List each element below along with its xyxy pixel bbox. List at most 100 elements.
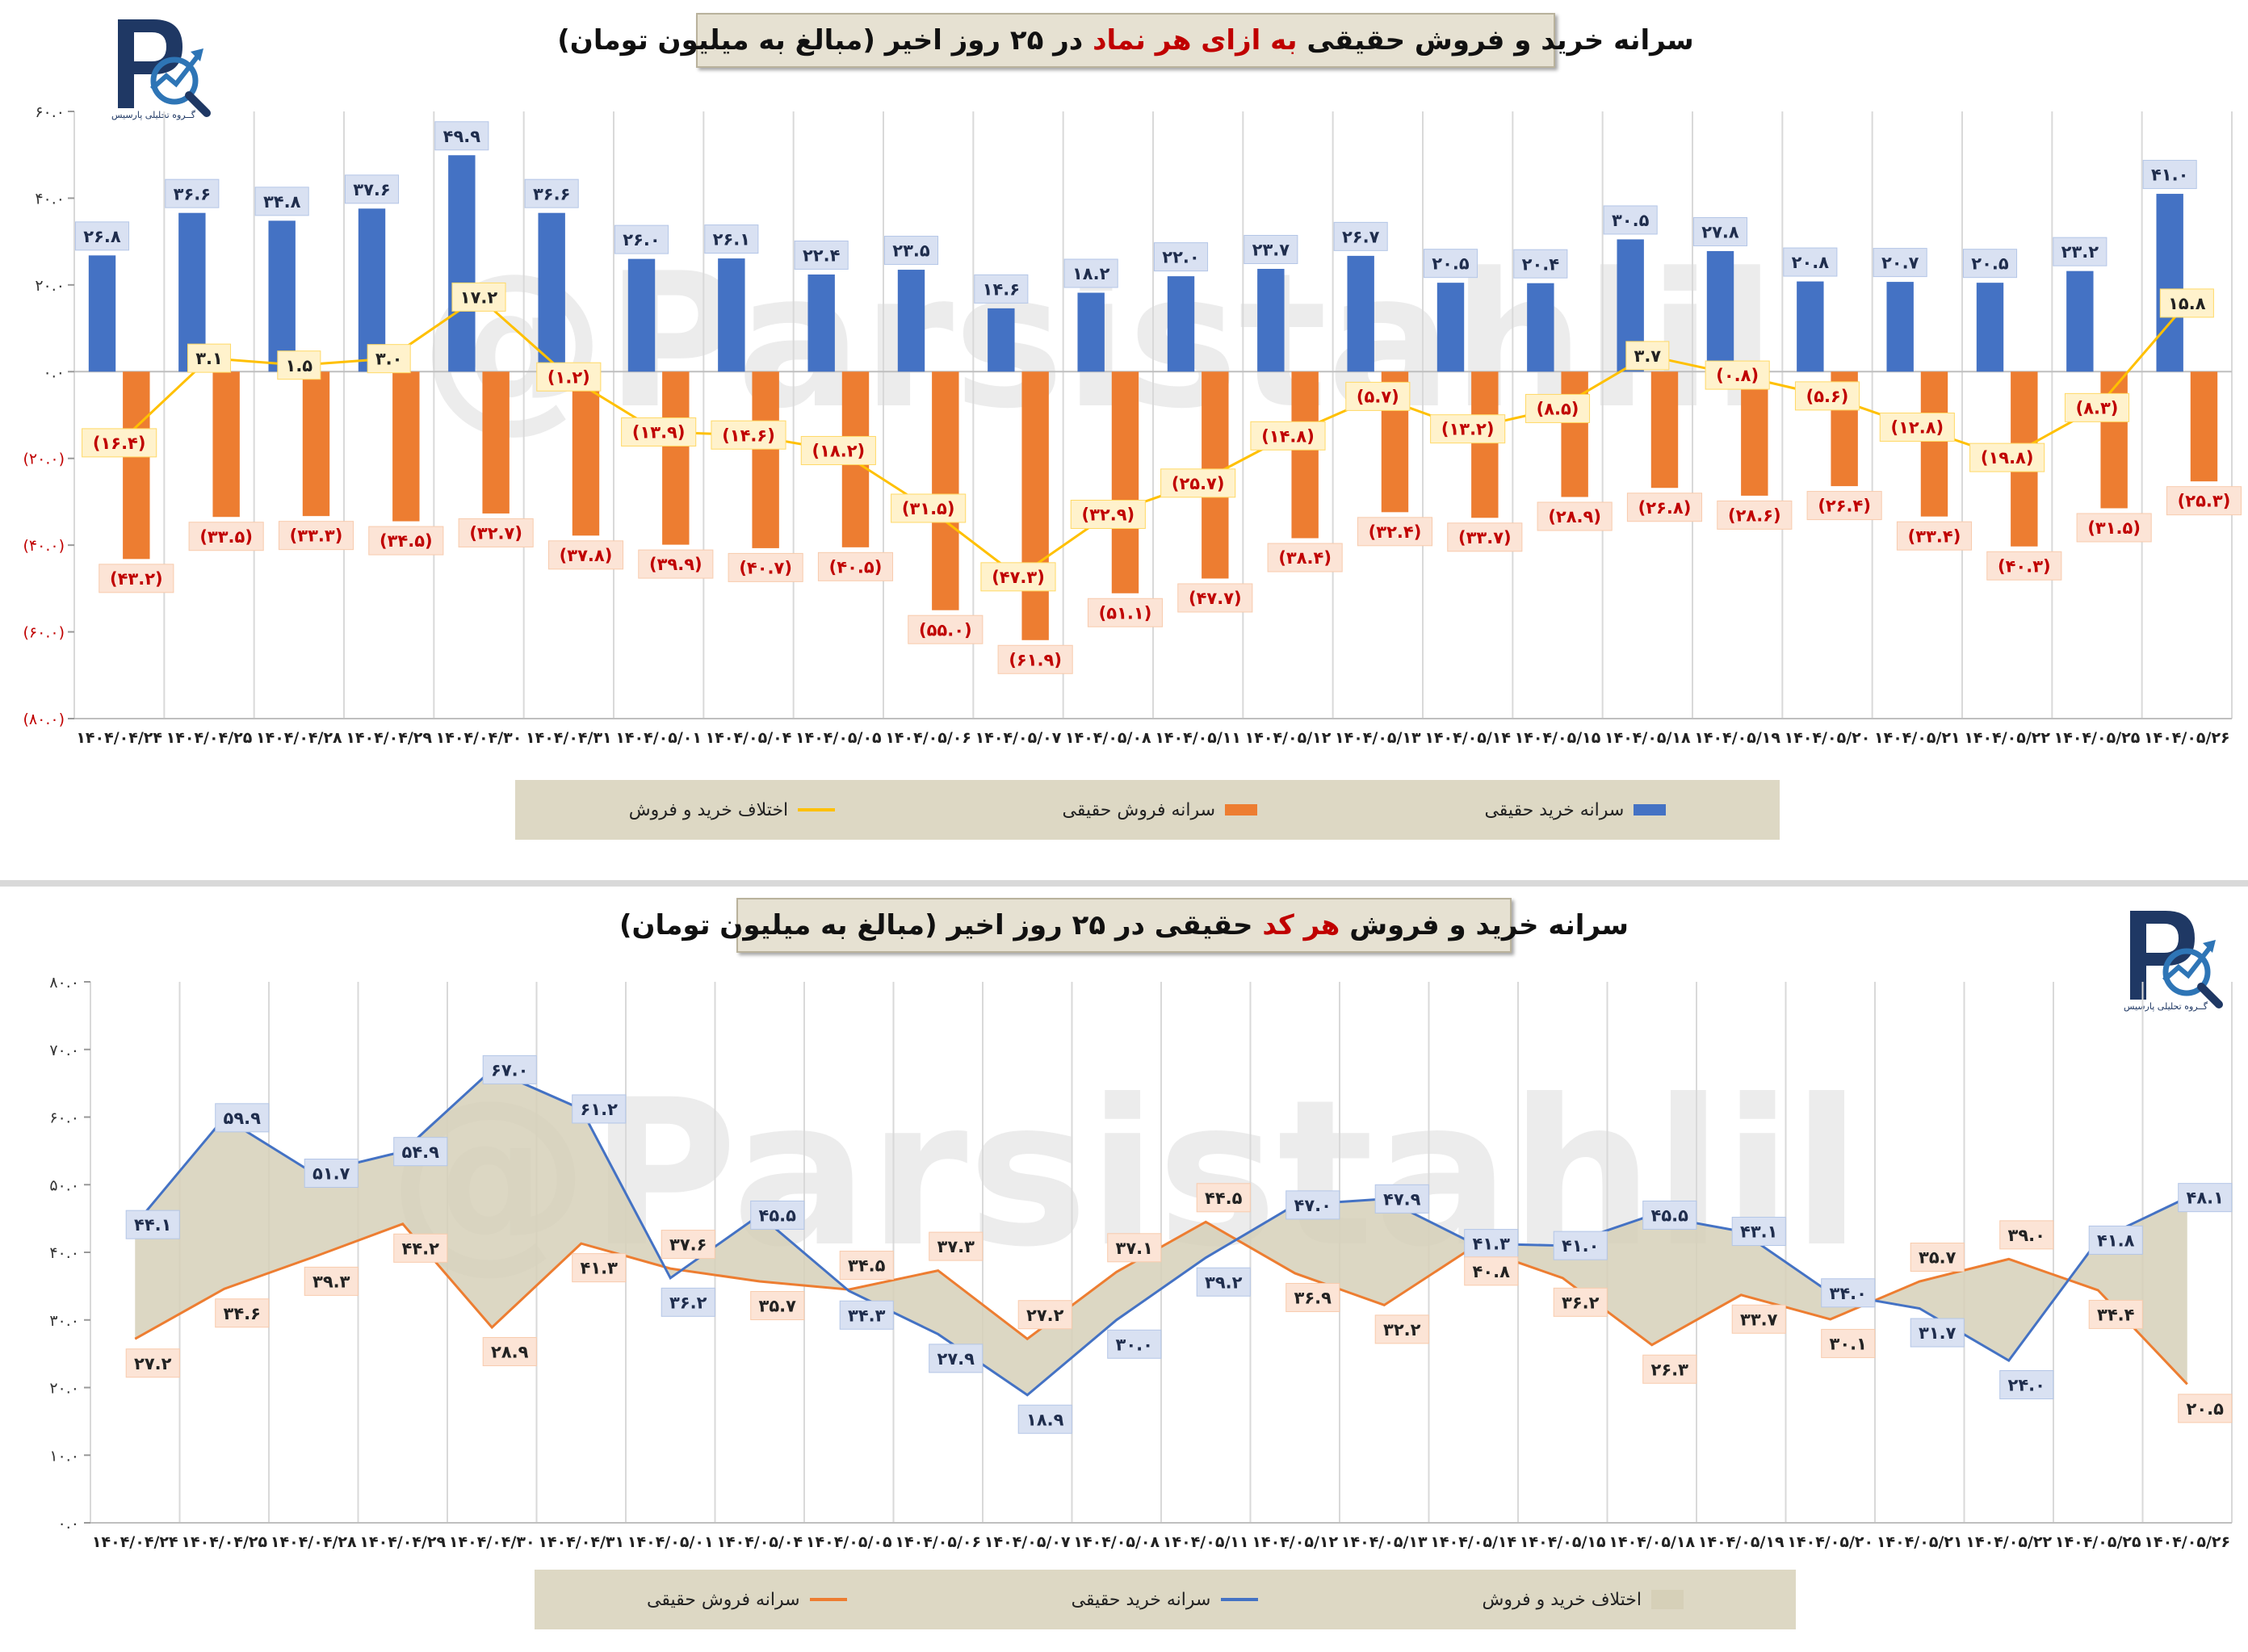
bottom-buy-label-text: ۵۹.۹ xyxy=(224,1109,262,1128)
top-diff-label-text: (۲۵.۷) xyxy=(1172,474,1225,493)
top-diff-label: (۳۱.۵) xyxy=(891,493,967,523)
top-sell-bar xyxy=(1650,371,1679,488)
top-sell-label-box xyxy=(2166,486,2242,516)
bottom-buy-label: ۴۴.۱ xyxy=(125,1210,180,1239)
bottom-y-tick-label: ۶۰.۰ xyxy=(49,1109,79,1127)
bottom-buy-label: ۴۵.۵ xyxy=(1642,1200,1697,1230)
legend-label-sell: سرانه فروش حقیقی xyxy=(1062,799,1216,820)
bottom-sell-label: ۳۷.۳ xyxy=(929,1231,984,1261)
bottom-sell-label-box xyxy=(929,1231,984,1261)
top-x-tick-label: ۱۴۰۴/۰۵/۲۶ xyxy=(2144,729,2230,747)
bottom-x-tick-label: ۱۴۰۴/۰۵/۱۲ xyxy=(1252,1533,1338,1551)
top-sell-label-box xyxy=(458,518,534,547)
top-sell-label-text: (۵۵.۰) xyxy=(919,620,972,639)
top-diff-label-text: (۱۳.۲) xyxy=(1441,420,1495,439)
bottom-buy-label: ۴۵.۵ xyxy=(750,1200,805,1230)
top-buy-bar xyxy=(988,308,1015,372)
top-diff-label: (۵.۷) xyxy=(1345,381,1411,411)
bottom-sell-label: ۲۸.۹ xyxy=(482,1336,537,1366)
top-buy-label: ۳۶.۶ xyxy=(524,178,579,208)
bottom-sell-label-box xyxy=(661,1230,715,1260)
top-buy-label-text: ۴۹.۹ xyxy=(443,127,481,146)
top-sell-label: (۳۳.۷) xyxy=(1447,522,1523,552)
top-buy-label-box xyxy=(1962,249,2018,279)
bottom-sell-label: ۳۹.۳ xyxy=(304,1266,359,1296)
top-buy-bar xyxy=(1347,255,1374,372)
bottom-sell-label-box xyxy=(125,1348,180,1378)
bottom-sell-label-box xyxy=(572,1253,627,1283)
bottom-sell-label-text: ۳۵.۷ xyxy=(759,1297,797,1316)
top-diff-label-box xyxy=(1794,381,1860,411)
top-buy-label: ۲۶.۸ xyxy=(74,221,130,251)
bottom-buy-label-text: ۳۰.۰ xyxy=(1116,1335,1153,1354)
bottom-sell-label-box xyxy=(2178,1394,2233,1423)
bottom-buy-label-text: ۱۸.۹ xyxy=(1026,1410,1064,1429)
top-sell-label-text: (۲۵.۳) xyxy=(2178,492,2231,511)
bottom-x-tick-label: ۱۴۰۴/۰۵/۱۴ xyxy=(1430,1533,1516,1551)
top-x-tick-label: ۱۴۰۴/۰۴/۲۴ xyxy=(76,729,162,747)
top-sell-label-box xyxy=(188,522,264,551)
top-sell-bar xyxy=(212,371,240,518)
legend-item-sell: سرانه فروش حقیقی xyxy=(1063,800,1258,820)
top-buy-label: ۱۴.۶ xyxy=(974,274,1029,304)
bottom-x-tick-label: ۱۴۰۴/۰۴/۲۸ xyxy=(271,1533,357,1551)
bottom-buy-label-box xyxy=(2088,1225,2143,1255)
top-buy-label-box xyxy=(1244,234,1298,264)
bottom-sell-label-text: ۴۴.۲ xyxy=(402,1239,440,1258)
top-diff-label-box xyxy=(367,344,411,374)
bottom-sell-label-text: ۲۰.۵ xyxy=(2187,1399,2225,1419)
legend-swatch-diff xyxy=(798,808,836,811)
top-x-tick-label: ۱۴۰۴/۰۵/۰۶ xyxy=(885,729,971,747)
bottom-sell-label: ۳۷.۱ xyxy=(1107,1233,1162,1263)
top-buy-bar xyxy=(1077,292,1105,372)
bottom-x-tick-label: ۱۴۰۴/۰۵/۲۰ xyxy=(1787,1533,1873,1551)
bottom-buy-label-text: ۳۹.۲ xyxy=(1205,1273,1243,1292)
top-sell-label-text: (۳۱.۵) xyxy=(2087,518,2141,538)
top-x-tick-label: ۱۴۰۴/۰۵/۱۱ xyxy=(1155,729,1241,747)
top-diff-label-box xyxy=(800,436,876,466)
bottom-buy-label-box xyxy=(125,1210,180,1239)
top-buy-bar xyxy=(1976,283,2004,372)
top-sell-bar xyxy=(572,371,600,536)
bottom-buy-label-text: ۲۷.۹ xyxy=(937,1349,975,1369)
bottom-x-tick-label: ۱۴۰۴/۰۴/۲۹ xyxy=(359,1533,446,1551)
legend-item-buy: سرانه خرید حقیقی xyxy=(1484,800,1667,820)
bottom-sell-label-box xyxy=(1196,1183,1251,1213)
bottom-buy-label: ۲۷.۹ xyxy=(929,1344,984,1373)
top-sell-label-text: (۴۳.۲) xyxy=(110,569,163,589)
bottom-title-part-a: سرانه خرید و فروش xyxy=(1349,909,1629,941)
bottom-sell-label-box xyxy=(1731,1304,1786,1334)
bottom-buy-label: ۴۳.۱ xyxy=(1731,1217,1786,1247)
bottom-buy-label-box xyxy=(572,1094,627,1124)
top-sell-label-box xyxy=(1087,597,1164,627)
top-buy-label: ۲۲.۰ xyxy=(1153,242,1209,272)
bottom-chart-title: سرانه خرید و فروش هر کد حقیقی در ۲۵ روز … xyxy=(619,898,1629,953)
legend2-swatch-diff xyxy=(1650,1590,1684,1609)
top-y-tick-label: (۶۰.۰) xyxy=(23,624,65,642)
top-sell-bar xyxy=(123,371,150,560)
bottom-sell-label-text: ۳۶.۲ xyxy=(1562,1293,1600,1312)
top-buy-label: ۴۹.۹ xyxy=(434,121,489,151)
top-buy-label-text: ۲۰.۵ xyxy=(1971,254,2009,274)
top-buy-label: ۲۳.۵ xyxy=(883,236,939,266)
bottom-buy-label: ۴۱.۰ xyxy=(1553,1231,1608,1260)
top-title-part-a: سرانه خرید و فروش حقیقی xyxy=(1306,24,1694,57)
top-sell-label-text: (۴۰.۷) xyxy=(739,558,792,577)
bottom-sell-label: ۳۴.۴ xyxy=(2088,1299,2143,1329)
bottom-sell-label: ۳۳.۷ xyxy=(1731,1304,1786,1334)
top-buy-label-text: ۳۴.۸ xyxy=(263,192,301,212)
top-buy-label: ۲۶.۷ xyxy=(1333,221,1388,251)
top-sell-label-box xyxy=(1447,522,1523,552)
top-x-tick-label: ۱۴۰۴/۰۵/۰۸ xyxy=(1065,729,1151,747)
bottom-sell-label-box xyxy=(750,1291,805,1321)
bottom-buy-label-text: ۳۶.۲ xyxy=(669,1293,707,1312)
bottom-logo-icon xyxy=(2130,911,2223,1008)
bottom-sell-label-text: ۳۹.۳ xyxy=(312,1272,350,1291)
bottom-sell-label: ۳۰.۱ xyxy=(1821,1328,1876,1358)
top-x-tick-label: ۱۴۰۴/۰۴/۳۰ xyxy=(436,729,522,747)
bottom-x-tick-label: ۱۴۰۴/۰۵/۱۳ xyxy=(1341,1533,1428,1551)
top-y-tick-label: (۸۰.۰) xyxy=(23,711,65,728)
bottom-sell-label-box xyxy=(1285,1282,1340,1312)
top-sell-label-text: (۳۲.۷) xyxy=(469,523,522,543)
bottom-x-tick-label: ۱۴۰۴/۰۵/۰۶ xyxy=(895,1533,981,1551)
